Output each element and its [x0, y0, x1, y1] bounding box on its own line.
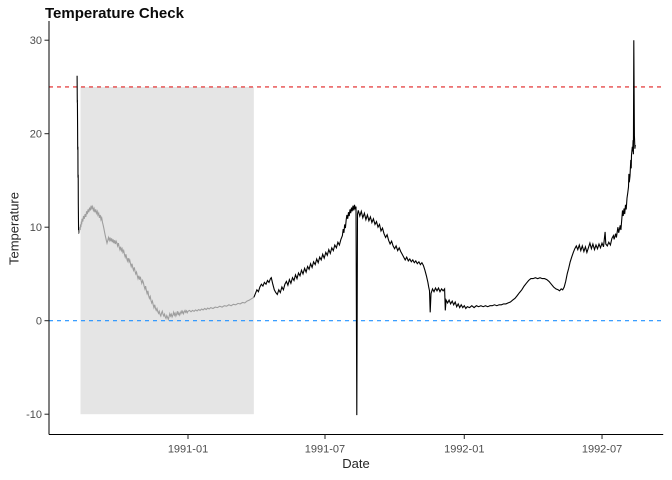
x-axis-title: Date [342, 456, 370, 471]
y-tick-label: 0 [36, 316, 42, 328]
y-tick-label: 10 [30, 222, 42, 234]
y-tick-label: 30 [30, 35, 42, 47]
y-axis-title: Temperature [6, 192, 22, 265]
y-tick-label: 20 [30, 129, 42, 141]
series-intro-drop [76, 75, 80, 234]
series-main [253, 40, 636, 416]
x-tick-label: 1992-07 [582, 444, 622, 456]
highlight-region [80, 86, 254, 415]
x-tick-label: 1991-01 [168, 444, 208, 456]
chart-title: Temperature Check [45, 5, 184, 22]
x-tick-label: 1992-01 [444, 444, 484, 456]
y-tick-label: -10 [26, 409, 42, 421]
x-tick-label: 1991-07 [305, 444, 345, 456]
series-highlighted-window [78, 204, 255, 322]
